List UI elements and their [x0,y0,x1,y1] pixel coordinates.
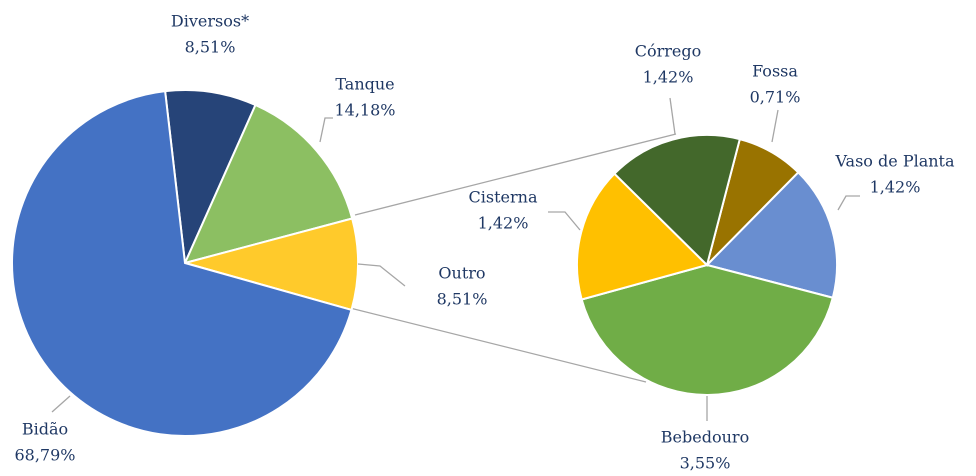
slice-label: Fossa [752,62,798,81]
slice-label: Tanque [335,75,394,94]
leader-line [51,395,71,413]
pie-slice [576,172,709,301]
connector-line [349,307,647,383]
pie-slice [164,89,257,267]
leader-line [548,211,581,231]
leader-line [669,97,676,135]
pie-slice [613,134,741,267]
slice-label: Vaso de Planta [834,152,955,171]
slice-label: Outro [438,264,485,283]
slice-value-label: 1,42% [478,214,529,233]
slice-label: Bidão [22,420,68,439]
slice-value-label: 8,51% [437,290,488,309]
slice-value-label: 0,71% [750,88,801,107]
slice-value-label: 1,42% [870,178,921,197]
slice-label: Córrego [635,42,702,61]
connector-line [354,133,677,216]
leader-line [837,195,860,211]
slice-value-label: 68,79% [14,446,75,465]
pie-slice [11,90,353,437]
leader-line [771,109,779,143]
pie-slice [181,217,359,312]
slice-value-label: 3,55% [680,454,731,473]
slice-value-label: 14,18% [334,101,395,120]
pie-slice [580,263,835,396]
slice-label: Bebedouro [661,428,749,447]
slice-value-label: 1,42% [643,68,694,87]
slice-label: Diversos* [171,12,249,31]
leader-line [319,117,333,143]
leader-line [357,263,406,287]
pie-slice [705,171,838,299]
slice-value-label: 8,51% [185,38,236,57]
slice-label: Cisterna [469,188,538,207]
pie-slice [183,103,354,265]
